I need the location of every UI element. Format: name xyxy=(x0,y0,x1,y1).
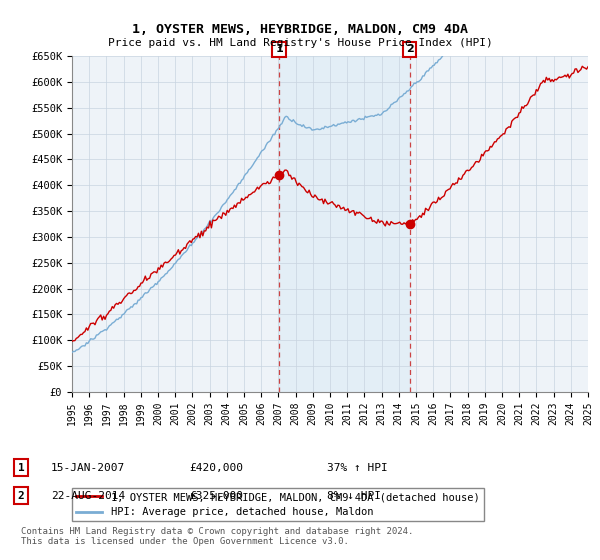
Text: 1: 1 xyxy=(17,463,25,473)
Text: 15-JAN-2007: 15-JAN-2007 xyxy=(51,463,125,473)
Legend: 1, OYSTER MEWS, HEYBRIDGE, MALDON, CM9 4DA (detached house), HPI: Average price,: 1, OYSTER MEWS, HEYBRIDGE, MALDON, CM9 4… xyxy=(72,488,484,521)
Text: 1: 1 xyxy=(275,44,283,54)
Bar xyxy=(279,56,410,392)
Text: 22-AUG-2014: 22-AUG-2014 xyxy=(51,491,125,501)
Text: 8% ↓ HPI: 8% ↓ HPI xyxy=(327,491,381,501)
Text: 2: 2 xyxy=(17,491,25,501)
Text: 2: 2 xyxy=(406,44,413,54)
Text: £325,000: £325,000 xyxy=(189,491,243,501)
Text: Contains HM Land Registry data © Crown copyright and database right 2024.
This d: Contains HM Land Registry data © Crown c… xyxy=(21,526,413,546)
Text: £420,000: £420,000 xyxy=(189,463,243,473)
Text: 37% ↑ HPI: 37% ↑ HPI xyxy=(327,463,388,473)
Text: 1, OYSTER MEWS, HEYBRIDGE, MALDON, CM9 4DA: 1, OYSTER MEWS, HEYBRIDGE, MALDON, CM9 4… xyxy=(132,24,468,36)
Text: Price paid vs. HM Land Registry's House Price Index (HPI): Price paid vs. HM Land Registry's House … xyxy=(107,38,493,48)
